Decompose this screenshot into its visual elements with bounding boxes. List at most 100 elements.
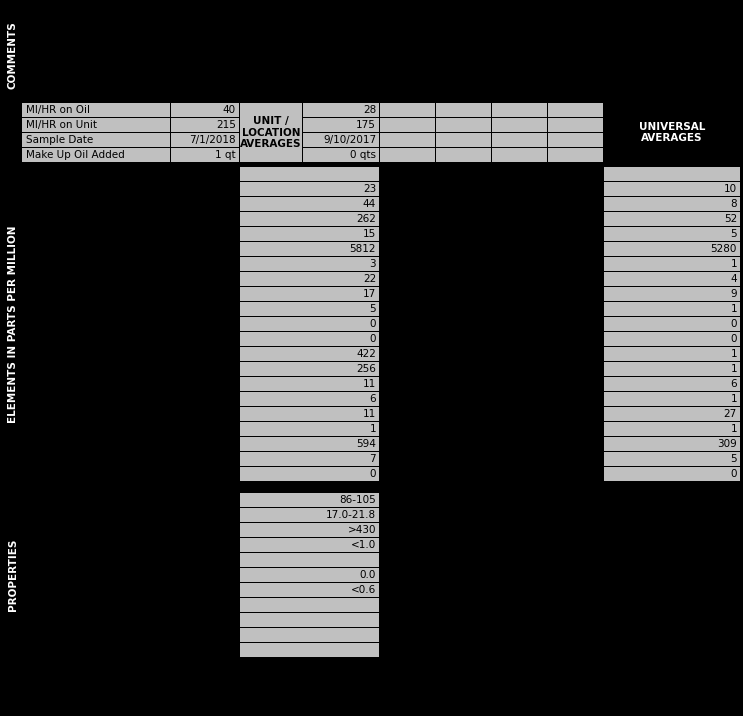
Text: 86-105: 86-105 <box>340 495 376 505</box>
Text: 256: 256 <box>356 364 376 374</box>
Bar <box>240 508 379 522</box>
Bar <box>240 613 379 627</box>
Text: 0: 0 <box>369 319 376 329</box>
Text: 262: 262 <box>356 214 376 224</box>
Bar <box>240 452 379 466</box>
Text: 4: 4 <box>730 274 737 284</box>
Text: MI/HR on Unit: MI/HR on Unit <box>26 120 97 130</box>
Bar <box>604 257 740 271</box>
Text: 1: 1 <box>730 424 737 434</box>
Bar <box>240 362 379 376</box>
Text: 40: 40 <box>223 105 236 115</box>
Text: 0.0: 0.0 <box>360 570 376 580</box>
Bar <box>380 118 435 132</box>
Bar <box>492 133 547 147</box>
Bar <box>240 302 379 316</box>
Bar <box>240 628 379 642</box>
Text: 1: 1 <box>730 349 737 359</box>
Text: <1.0: <1.0 <box>351 540 376 550</box>
Bar <box>548 118 603 132</box>
Text: 28: 28 <box>363 105 376 115</box>
Text: 9/10/2017: 9/10/2017 <box>323 135 376 145</box>
Bar <box>548 148 603 162</box>
Bar <box>240 347 379 361</box>
Bar <box>604 437 740 451</box>
Text: 0: 0 <box>730 319 737 329</box>
Bar <box>171 118 239 132</box>
Text: ELEMENTS IN PARTS PER MILLION: ELEMENTS IN PARTS PER MILLION <box>8 226 18 422</box>
Text: 1: 1 <box>730 259 737 269</box>
Text: 0: 0 <box>730 334 737 344</box>
Text: 5812: 5812 <box>349 244 376 254</box>
Text: 52: 52 <box>724 214 737 224</box>
Bar <box>604 392 740 406</box>
Text: 5: 5 <box>730 229 737 239</box>
Bar <box>240 643 379 657</box>
Bar <box>171 148 239 162</box>
Bar <box>492 118 547 132</box>
Bar <box>303 148 379 162</box>
Bar <box>240 493 379 507</box>
Bar <box>548 133 603 147</box>
Bar <box>22 103 170 117</box>
Text: 7/1/2018: 7/1/2018 <box>189 135 236 145</box>
Text: 1: 1 <box>730 364 737 374</box>
Text: 8: 8 <box>730 199 737 209</box>
Bar <box>171 133 239 147</box>
Bar <box>604 182 740 196</box>
Bar <box>604 347 740 361</box>
Bar <box>604 422 740 436</box>
Text: 1: 1 <box>369 424 376 434</box>
Bar <box>240 257 379 271</box>
Text: 1: 1 <box>730 304 737 314</box>
Text: 5: 5 <box>369 304 376 314</box>
Text: 0: 0 <box>730 469 737 479</box>
Text: 5: 5 <box>730 454 737 464</box>
Bar <box>436 133 491 147</box>
Text: UNIVERSAL
AVERAGES: UNIVERSAL AVERAGES <box>639 122 705 143</box>
Bar <box>303 103 379 117</box>
Text: 175: 175 <box>356 120 376 130</box>
Text: 1 qt: 1 qt <box>215 150 236 160</box>
Text: 422: 422 <box>356 349 376 359</box>
Bar <box>380 103 435 117</box>
Bar <box>240 598 379 612</box>
Bar <box>604 272 740 286</box>
Bar <box>240 568 379 582</box>
Bar <box>240 422 379 436</box>
Bar <box>240 317 379 331</box>
Bar <box>604 103 740 162</box>
Text: Sample Date: Sample Date <box>26 135 94 145</box>
Text: 0: 0 <box>369 334 376 344</box>
Bar <box>380 133 435 147</box>
Text: MI/HR on Oil: MI/HR on Oil <box>26 105 90 115</box>
Bar <box>604 302 740 316</box>
Bar <box>303 118 379 132</box>
Bar <box>240 523 379 537</box>
Bar <box>548 103 603 117</box>
Text: 309: 309 <box>717 439 737 449</box>
Bar <box>604 287 740 301</box>
Text: 594: 594 <box>356 439 376 449</box>
Text: 44: 44 <box>363 199 376 209</box>
Text: 0 qts: 0 qts <box>350 150 376 160</box>
Bar <box>240 227 379 241</box>
Bar <box>604 197 740 211</box>
Bar <box>240 212 379 226</box>
Text: 1: 1 <box>730 394 737 404</box>
Text: 9: 9 <box>730 289 737 299</box>
Bar <box>240 242 379 256</box>
Bar <box>436 103 491 117</box>
Text: 3: 3 <box>369 259 376 269</box>
Bar <box>604 317 740 331</box>
Bar <box>604 242 740 256</box>
Text: 10: 10 <box>724 184 737 194</box>
Bar <box>240 467 379 481</box>
Text: 7: 7 <box>369 454 376 464</box>
Bar <box>240 332 379 346</box>
Bar <box>240 182 379 196</box>
Bar <box>604 362 740 376</box>
Text: 15: 15 <box>363 229 376 239</box>
Bar <box>604 377 740 391</box>
Bar <box>604 212 740 226</box>
